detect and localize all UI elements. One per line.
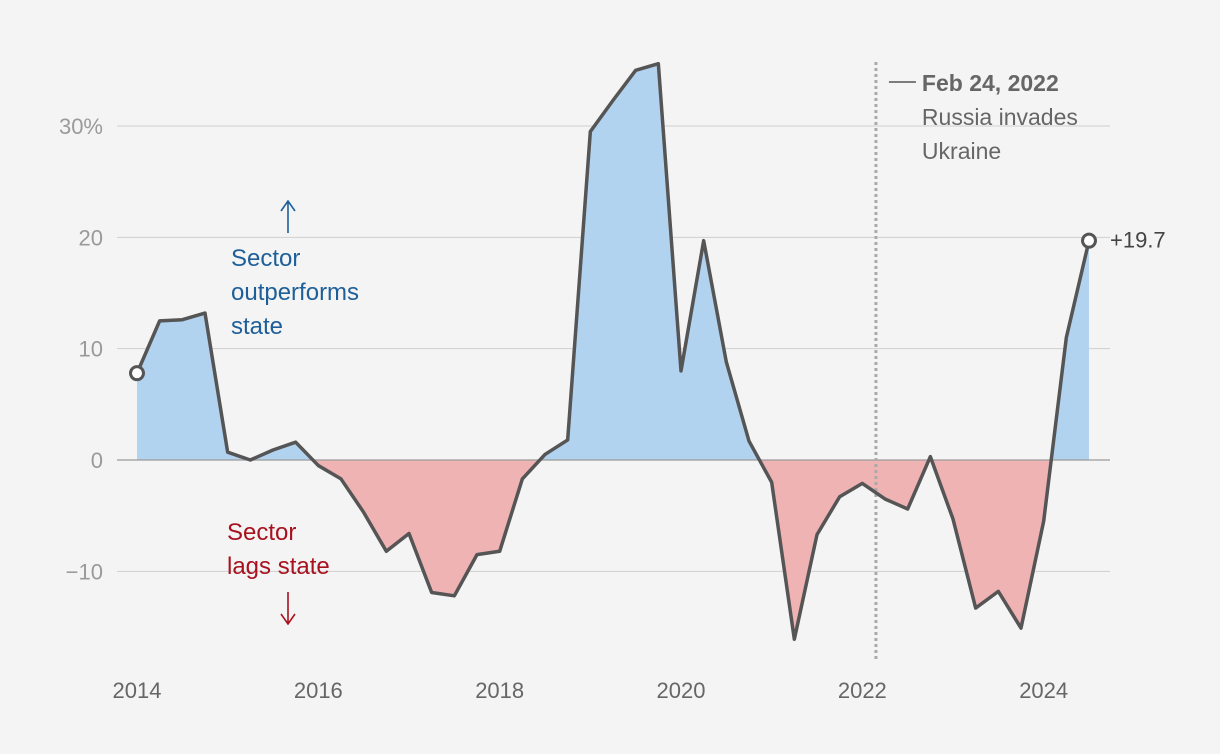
x-tick-label: 2020 <box>657 678 706 703</box>
x-tick-label: 2014 <box>113 678 162 703</box>
area-fills <box>137 63 1089 640</box>
x-tick-label: 2018 <box>475 678 524 703</box>
y-tick-label: 30% <box>59 114 103 139</box>
y-tick-label: 0 <box>91 448 103 473</box>
y-tick-label: 20 <box>79 225 103 250</box>
series-line <box>135 61 1091 641</box>
outperform-label-line-3: state <box>231 313 283 340</box>
end-point-marker <box>1081 232 1097 249</box>
lag-label-line-1: Sector <box>227 519 296 546</box>
x-axis-ticks: 2014 2016 2018 2020 2022 2024 <box>113 678 1069 703</box>
annotations: Feb 24, 2022 Russia invades Ukraine +19.… <box>227 70 1166 626</box>
series-line-group <box>129 61 1097 641</box>
outperform-label-line-2: outperforms <box>231 279 359 306</box>
x-tick-label: 2024 <box>1019 678 1068 703</box>
x-tick-label: 2016 <box>294 678 343 703</box>
y-tick-label: −10 <box>66 559 103 584</box>
negative-area <box>137 460 1089 640</box>
end-value-label: +19.7 <box>1110 228 1166 253</box>
y-tick-label: 10 <box>79 337 103 362</box>
event-description-line-1: Russia invades <box>922 104 1078 130</box>
y-axis-ticks: 30% 20 10 0 −10 <box>59 114 103 584</box>
start-point-marker <box>129 365 145 382</box>
x-tick-label: 2022 <box>838 678 887 703</box>
event-description-line-2: Ukraine <box>922 138 1001 164</box>
lag-label-line-2: lags state <box>227 553 330 580</box>
down-arrow-icon <box>280 592 296 626</box>
outperform-label-line-1: Sector <box>231 245 300 272</box>
up-arrow-icon <box>280 199 296 233</box>
positive-area <box>137 63 1089 460</box>
event-date-label: Feb 24, 2022 <box>922 70 1059 96</box>
